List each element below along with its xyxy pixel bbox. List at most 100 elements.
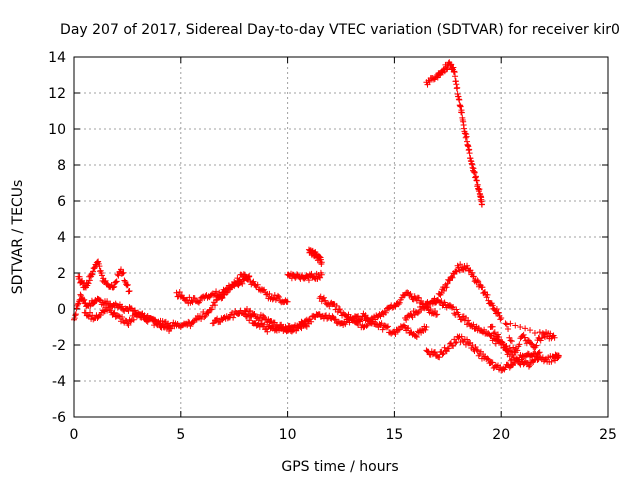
data-point-dense: [297, 323, 304, 330]
data-point-dense: [508, 338, 515, 345]
data-point-dense: [246, 317, 253, 324]
data-point-dense: [469, 269, 476, 276]
data-point-dense: [503, 321, 510, 328]
data-point-dense: [392, 330, 399, 337]
data-point-dense: [186, 294, 193, 301]
data-point-dense: [119, 303, 126, 310]
data-point: [555, 352, 562, 359]
data-point-dense: [124, 281, 131, 288]
data-point-dense: [474, 347, 481, 354]
data-point-dense: [239, 280, 246, 287]
data-point: [173, 289, 180, 296]
data-point-dense: [528, 340, 535, 347]
data-point-dense: [104, 280, 111, 287]
data-point-dense: [401, 322, 408, 329]
data-point-dense: [211, 302, 218, 309]
data-point-dense: [541, 333, 548, 340]
data-point-dense: [201, 314, 208, 321]
data-point-dense: [485, 356, 492, 363]
data-point-dense: [444, 280, 451, 287]
data-point-dense: [125, 321, 132, 328]
data-point-dense: [121, 277, 128, 284]
data-point: [478, 201, 485, 208]
data-point-dense: [450, 304, 457, 311]
data-point-dense: [81, 296, 88, 303]
data-point-dense: [492, 340, 499, 347]
data-point: [455, 311, 462, 318]
data-point-dense: [96, 296, 103, 303]
data-point-dense: [105, 304, 112, 311]
y-tick-label: 2: [57, 266, 66, 282]
data-point-dense: [271, 292, 278, 299]
data-point-dense: [438, 298, 445, 305]
data-point: [117, 266, 124, 273]
data-point: [525, 363, 532, 370]
data-points: [71, 59, 562, 374]
data-point-dense: [548, 358, 555, 365]
data-point-dense: [517, 323, 524, 330]
data-point-dense: [448, 61, 455, 68]
data-point-dense: [392, 303, 399, 310]
data-point-dense: [395, 301, 402, 308]
data-point-dense: [491, 306, 498, 313]
data-point: [246, 273, 253, 280]
data-point-dense: [472, 343, 479, 350]
data-point-dense: [407, 291, 414, 298]
data-point-dense: [80, 297, 87, 304]
plot-frame: [73, 56, 609, 418]
data-point-dense: [90, 268, 97, 275]
data-point-dense: [516, 360, 523, 367]
data-point-dense: [276, 293, 283, 300]
data-point-dense: [458, 333, 465, 340]
data-point-dense: [415, 294, 422, 301]
data-point-dense: [176, 288, 183, 295]
data-point-dense: [123, 317, 130, 324]
data-point-dense: [336, 306, 343, 313]
data-point-dense: [213, 288, 220, 295]
data-point-dense: [497, 363, 504, 370]
data-point: [263, 291, 270, 298]
data-point-dense: [127, 318, 134, 325]
x-tick-label: 0: [70, 427, 79, 443]
data-point: [464, 262, 471, 269]
data-point-dense: [497, 316, 504, 323]
data-point-dense: [440, 287, 447, 294]
data-point-dense: [210, 320, 217, 327]
data-point-dense: [452, 340, 459, 347]
data-point-dense: [422, 326, 429, 333]
data-point-dense: [533, 342, 540, 349]
data-point-dense: [536, 329, 543, 336]
data-point-dense: [531, 357, 538, 364]
data-point-dense: [296, 321, 303, 328]
data-point-dense: [470, 273, 477, 280]
data-point-dense: [458, 316, 465, 323]
data-point-dense: [505, 326, 512, 333]
data-point-dense: [404, 289, 411, 296]
data-point-dense: [531, 329, 538, 336]
data-point-dense: [208, 306, 215, 313]
data-point-dense: [535, 349, 542, 356]
data-point-dense: [452, 73, 459, 80]
data-point-dense: [481, 289, 488, 296]
data-point-dense: [484, 291, 491, 298]
data-point-dense: [475, 278, 482, 285]
data-point-dense: [76, 273, 83, 280]
data-point-dense: [264, 328, 271, 335]
data-point-dense: [458, 109, 465, 116]
data-point-dense: [473, 346, 480, 353]
data-point-dense: [97, 312, 104, 319]
data-point-dense: [78, 279, 85, 286]
data-point-dense: [489, 323, 496, 330]
data-point-dense: [292, 274, 299, 281]
data-point-dense: [260, 312, 267, 319]
data-point-dense: [240, 271, 247, 278]
data-point-dense: [414, 310, 421, 317]
data-point-dense: [363, 322, 370, 329]
data-point-dense: [261, 321, 268, 328]
data-point: [498, 315, 505, 321]
data-point-dense: [454, 84, 461, 91]
data-point: [284, 298, 291, 305]
data-point: [551, 334, 558, 341]
data-point-dense: [305, 277, 312, 284]
